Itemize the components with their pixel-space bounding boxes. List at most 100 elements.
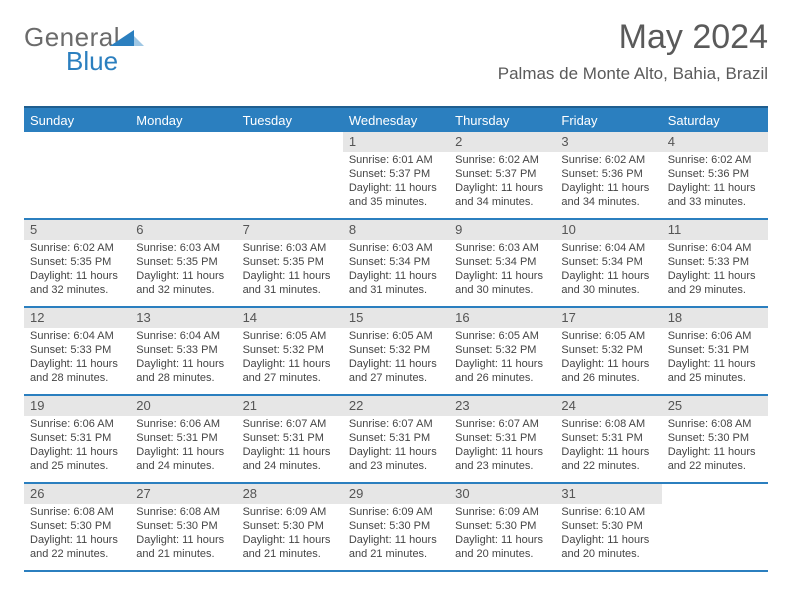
- day-detail-line: Sunset: 5:30 PM: [30, 520, 124, 534]
- day-detail-line: Sunrise: 6:02 AM: [561, 154, 655, 168]
- day-detail-line: Sunrise: 6:06 AM: [136, 418, 230, 432]
- day-detail-line: Daylight: 11 hours and 25 minutes.: [668, 358, 762, 386]
- day-detail-line: Sunset: 5:36 PM: [561, 168, 655, 182]
- location-label: Palmas de Monte Alto, Bahia, Brazil: [498, 64, 768, 84]
- day-detail-line: Daylight: 11 hours and 23 minutes.: [455, 446, 549, 474]
- day-detail-line: Sunrise: 6:08 AM: [668, 418, 762, 432]
- day-detail-line: Sunset: 5:35 PM: [30, 256, 124, 270]
- weekday-header: Saturday: [662, 108, 768, 132]
- calendar-day: 25Sunrise: 6:08 AMSunset: 5:30 PMDayligh…: [662, 396, 768, 482]
- day-number: 20: [130, 396, 236, 416]
- day-number: 10: [555, 220, 661, 240]
- day-detail-line: Sunset: 5:31 PM: [455, 432, 549, 446]
- day-details: Sunrise: 6:08 AMSunset: 5:30 PMDaylight:…: [130, 504, 236, 565]
- day-detail-line: Sunset: 5:33 PM: [668, 256, 762, 270]
- day-detail-line: Sunrise: 6:06 AM: [668, 330, 762, 344]
- day-number: 18: [662, 308, 768, 328]
- calendar-day: 4Sunrise: 6:02 AMSunset: 5:36 PMDaylight…: [662, 132, 768, 218]
- day-detail-line: Sunset: 5:31 PM: [136, 432, 230, 446]
- day-detail-line: Daylight: 11 hours and 34 minutes.: [455, 182, 549, 210]
- day-detail-line: Sunset: 5:33 PM: [30, 344, 124, 358]
- calendar-day: 15Sunrise: 6:05 AMSunset: 5:32 PMDayligh…: [343, 308, 449, 394]
- day-detail-line: Sunset: 5:32 PM: [243, 344, 337, 358]
- day-detail-line: Daylight: 11 hours and 21 minutes.: [243, 534, 337, 562]
- day-detail-line: Daylight: 11 hours and 20 minutes.: [561, 534, 655, 562]
- day-detail-line: Sunrise: 6:01 AM: [349, 154, 443, 168]
- day-detail-line: Sunset: 5:35 PM: [136, 256, 230, 270]
- day-detail-line: Sunset: 5:32 PM: [561, 344, 655, 358]
- calendar-day: 29Sunrise: 6:09 AMSunset: 5:30 PMDayligh…: [343, 484, 449, 570]
- day-detail-line: Sunrise: 6:05 AM: [455, 330, 549, 344]
- day-number: 28: [237, 484, 343, 504]
- day-detail-line: Daylight: 11 hours and 25 minutes.: [30, 446, 124, 474]
- day-detail-line: Sunset: 5:30 PM: [349, 520, 443, 534]
- weekday-header: Sunday: [24, 108, 130, 132]
- day-detail-line: Daylight: 11 hours and 31 minutes.: [349, 270, 443, 298]
- day-details: [237, 152, 343, 158]
- day-detail-line: Daylight: 11 hours and 26 minutes.: [561, 358, 655, 386]
- day-detail-line: Sunrise: 6:05 AM: [349, 330, 443, 344]
- day-detail-line: Daylight: 11 hours and 21 minutes.: [136, 534, 230, 562]
- day-detail-line: Sunset: 5:31 PM: [349, 432, 443, 446]
- calendar-day: 18 Sunrise: 6:06 AMSunset: 5:31 PMDayligh…: [662, 308, 768, 394]
- day-details: Sunrise: 6:05 AMSunset: 5:32 PMDaylight:…: [555, 328, 661, 389]
- day-detail-line: Daylight: 11 hours and 23 minutes.: [349, 446, 443, 474]
- weekday-header: Wednesday: [343, 108, 449, 132]
- calendar-day: 9Sunrise: 6:03 AMSunset: 5:34 PMDaylight…: [449, 220, 555, 306]
- day-detail-line: Daylight: 11 hours and 32 minutes.: [30, 270, 124, 298]
- weekday-header: Friday: [555, 108, 661, 132]
- weeks-container: 1Sunrise: 6:01 AMSunset: 5:37 PMDaylight…: [24, 132, 768, 572]
- calendar-day: [24, 132, 130, 218]
- day-detail-line: Sunrise: 6:05 AM: [243, 330, 337, 344]
- day-details: Sunrise: 6:03 AMSunset: 5:35 PMDaylight:…: [130, 240, 236, 301]
- day-detail-line: Sunset: 5:31 PM: [243, 432, 337, 446]
- calendar-day: 27Sunrise: 6:08 AMSunset: 5:30 PMDayligh…: [130, 484, 236, 570]
- day-detail-line: Daylight: 11 hours and 22 minutes.: [561, 446, 655, 474]
- calendar-day: 3Sunrise: 6:02 AMSunset: 5:36 PMDaylight…: [555, 132, 661, 218]
- calendar-day: 28Sunrise: 6:09 AMSunset: 5:30 PMDayligh…: [237, 484, 343, 570]
- calendar-day: 30Sunrise: 6:09 AMSunset: 5:30 PMDayligh…: [449, 484, 555, 570]
- day-detail-line: Daylight: 11 hours and 33 minutes.: [668, 182, 762, 210]
- day-number: 17: [555, 308, 661, 328]
- calendar-day: [662, 484, 768, 570]
- day-detail-line: Daylight: 11 hours and 20 minutes.: [455, 534, 549, 562]
- day-detail-line: Sunrise: 6:08 AM: [30, 506, 124, 520]
- calendar-day: 22Sunrise: 6:07 AMSunset: 5:31 PMDayligh…: [343, 396, 449, 482]
- day-details: Sunrise: 6:10 AMSunset: 5:30 PMDaylight:…: [555, 504, 661, 565]
- calendar-day: 1Sunrise: 6:01 AMSunset: 5:37 PMDaylight…: [343, 132, 449, 218]
- day-detail-line: Sunrise: 6:04 AM: [136, 330, 230, 344]
- day-number: 4: [662, 132, 768, 152]
- day-details: Sunrise: 6:08 AMSunset: 5:30 PMDaylight:…: [24, 504, 130, 565]
- day-details: Sunrise: 6:05 AMSunset: 5:32 PMDaylight:…: [237, 328, 343, 389]
- day-detail-line: Sunset: 5:37 PM: [455, 168, 549, 182]
- day-detail-line: Daylight: 11 hours and 21 minutes.: [349, 534, 443, 562]
- day-details: Sunrise: 6:07 AMSunset: 5:31 PMDaylight:…: [237, 416, 343, 477]
- day-number: 1: [343, 132, 449, 152]
- day-detail-line: Sunset: 5:32 PM: [349, 344, 443, 358]
- day-details: [130, 152, 236, 158]
- calendar-day: 12Sunrise: 6:04 AMSunset: 5:33 PMDayligh…: [24, 308, 130, 394]
- day-details: Sunrise: 6:06 AMSunset: 5:31 PMDaylight:…: [130, 416, 236, 477]
- day-number: 15: [343, 308, 449, 328]
- day-number: 29: [343, 484, 449, 504]
- day-detail-line: Sunrise: 6:03 AM: [349, 242, 443, 256]
- day-number: 8: [343, 220, 449, 240]
- calendar-title: May 2024: [619, 18, 768, 57]
- day-number: 26: [24, 484, 130, 504]
- day-detail-line: Daylight: 11 hours and 29 minutes.: [668, 270, 762, 298]
- day-detail-line: Sunrise: 6:04 AM: [30, 330, 124, 344]
- calendar-day: [237, 132, 343, 218]
- brand-word-2: Blue: [66, 46, 118, 76]
- page-header: General Blue May 2024 Palmas de Monte Al…: [24, 18, 768, 100]
- day-number: 31: [555, 484, 661, 504]
- day-details: Sunrise: 6:04 AMSunset: 5:33 PMDaylight:…: [662, 240, 768, 301]
- day-details: Sunrise: 6:04 AMSunset: 5:33 PMDaylight:…: [24, 328, 130, 389]
- day-detail-line: Sunset: 5:31 PM: [668, 344, 762, 358]
- day-details: Sunrise: 6:01 AMSunset: 5:37 PMDaylight:…: [343, 152, 449, 213]
- day-detail-line: Daylight: 11 hours and 28 minutes.: [136, 358, 230, 386]
- day-detail-line: Sunset: 5:31 PM: [561, 432, 655, 446]
- day-details: Sunrise: 6:03 AMSunset: 5:35 PMDaylight:…: [237, 240, 343, 301]
- day-details: Sunrise: 6:05 AMSunset: 5:32 PMDaylight:…: [449, 328, 555, 389]
- day-detail-line: Daylight: 11 hours and 28 minutes.: [30, 358, 124, 386]
- calendar-day: 31Sunrise: 6:10 AMSunset: 5:30 PMDayligh…: [555, 484, 661, 570]
